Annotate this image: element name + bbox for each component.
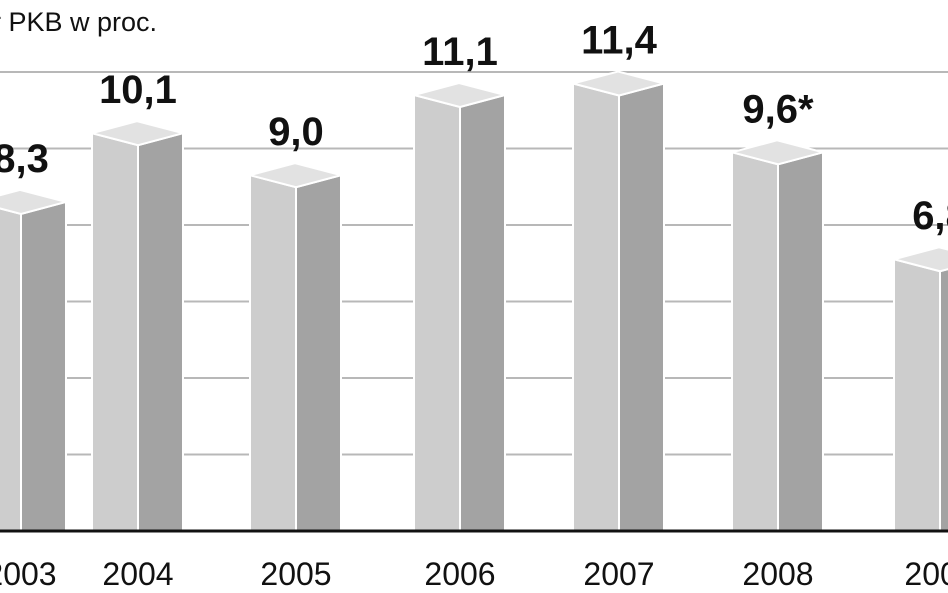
x-tick-2006: 2006 [424,556,495,592]
bar-front-face [893,257,941,532]
bar-top-face [890,246,948,273]
bar-side-face [618,82,665,532]
bar-side-face [20,200,67,532]
bar-side-face [939,268,948,532]
bar-front-face [91,131,139,532]
bar-2007 [569,70,668,532]
bar-2008 [728,139,827,532]
x-tick-2007: 2007 [583,556,654,592]
bar-2003 [0,188,70,532]
bar-side-face [137,131,184,532]
bar-2005 [246,162,345,532]
value-label-2005: 9,0 [268,110,324,154]
bar-top-face [0,188,70,215]
value-label-2006: 11,1 [422,30,498,74]
bar-top-face [246,162,345,189]
value-label-2008: 9,6* [742,87,814,131]
chart-subtitle: r PKB w proc. [0,7,157,37]
bar-front-face [0,207,22,532]
value-label-2009: 6,8 [912,194,948,238]
bar-2009 [890,246,948,532]
bar-side-face [295,173,342,532]
value-label-2004: 10,1 [99,68,177,112]
bar-side-face [777,150,824,532]
x-tick-2004: 2004 [102,556,173,592]
bar-top-face [88,120,187,147]
x-tick-2003: 2003 [0,556,57,592]
bars [0,70,948,532]
value-label-2003: 8,3 [0,137,49,181]
x-tick-labels: 2003 2004 2005 2006 2007 2008 2009 [0,556,948,592]
bar-top-face [728,139,827,166]
bar-2006 [410,81,509,532]
bar-front-face [572,82,620,532]
x-tick-2008: 2008 [742,556,813,592]
value-label-2007: 11,4 [581,19,657,63]
bar-front-face [249,173,297,532]
bar-front-face [731,150,779,532]
value-labels: 8,3 10,1 9,0 11,1 11,4 9,6* 6,8 [0,19,948,239]
x-tick-2005: 2005 [260,556,331,592]
bar-top-face [569,70,668,97]
x-tick-2009: 2009 [904,556,948,592]
bar-top-face [410,81,509,109]
bar-side-face [459,93,506,532]
bar-front-face [413,93,461,532]
bar-2004 [88,120,187,532]
